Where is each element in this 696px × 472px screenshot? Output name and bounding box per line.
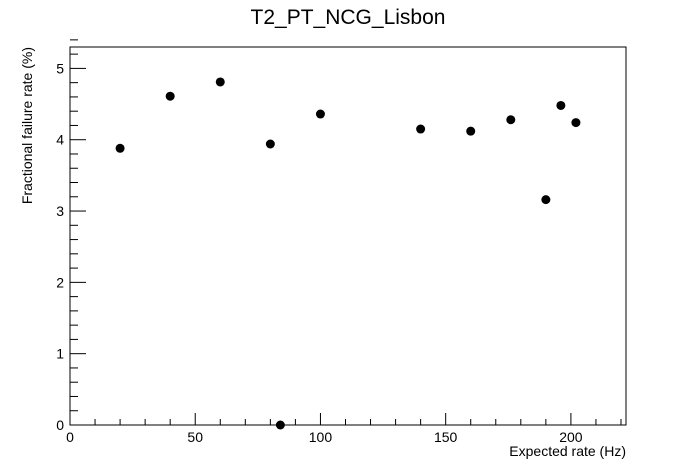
y-axis: 0 1 2 3 4 5 [56,39,86,433]
data-point [215,77,225,87]
y-tick-label: 1 [56,346,64,362]
y-tick-label: 2 [56,274,64,290]
x-tick-label: 100 [309,429,333,445]
x-tick-label: 200 [559,429,583,445]
data-point [541,195,551,205]
data-point [265,139,275,149]
y-tick-label: 5 [56,60,64,76]
plot-frame [69,46,627,426]
chart-title: T2_PT_NCG_Lisbon [251,6,446,29]
y-tick-label: 4 [56,132,64,148]
x-tick-label: 150 [434,429,458,445]
y-axis-label: Fractional failure rate (%) [19,47,35,204]
data-point [275,420,285,430]
data-points [115,77,581,430]
data-point [556,100,566,110]
x-axis: 0 50 100 150 200 [66,413,622,445]
x-tick-label: 50 [187,429,203,445]
y-tick-label: 3 [56,203,64,219]
data-point [571,118,581,128]
data-point [466,126,476,136]
data-point [315,109,325,119]
y-tick-label: 0 [56,417,64,433]
x-axis-label: Expected rate (Hz) [509,443,626,459]
data-point [115,143,125,153]
data-point [506,115,516,125]
data-point [165,91,175,101]
data-point [416,124,426,134]
x-tick-label: 0 [66,429,74,445]
